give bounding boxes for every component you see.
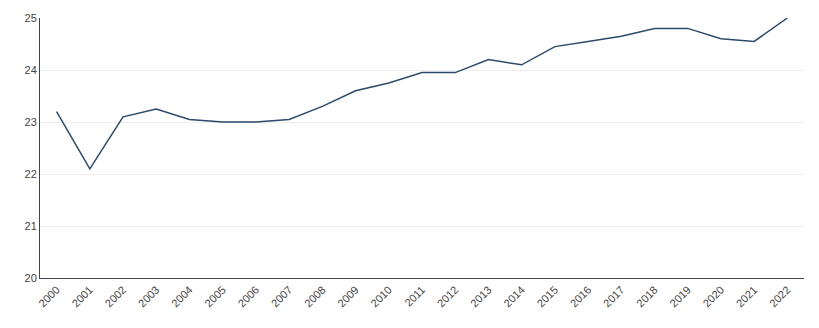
- svg-text:2019: 2019: [667, 284, 693, 310]
- svg-text:2021: 2021: [734, 284, 760, 310]
- svg-text:2004: 2004: [169, 284, 195, 310]
- svg-text:21: 21: [25, 220, 37, 232]
- svg-text:22: 22: [25, 168, 37, 180]
- svg-text:25: 25: [25, 12, 37, 24]
- svg-text:23: 23: [25, 116, 37, 128]
- svg-text:2013: 2013: [468, 284, 494, 310]
- svg-text:24: 24: [25, 64, 37, 76]
- svg-text:2020: 2020: [700, 284, 726, 310]
- svg-text:2015: 2015: [534, 284, 560, 310]
- svg-text:2016: 2016: [568, 284, 594, 310]
- svg-text:2000: 2000: [36, 284, 62, 310]
- svg-text:2001: 2001: [69, 284, 95, 310]
- svg-text:2010: 2010: [368, 284, 394, 310]
- svg-text:2014: 2014: [501, 284, 527, 310]
- svg-text:2022: 2022: [767, 284, 793, 310]
- svg-text:2003: 2003: [136, 284, 162, 310]
- svg-text:2005: 2005: [202, 284, 228, 310]
- svg-text:2011: 2011: [402, 284, 427, 309]
- svg-text:2002: 2002: [103, 284, 129, 310]
- svg-text:2018: 2018: [634, 284, 660, 310]
- svg-text:2007: 2007: [269, 284, 295, 310]
- svg-text:2006: 2006: [235, 284, 261, 310]
- svg-text:2012: 2012: [435, 284, 461, 310]
- svg-text:20: 20: [25, 272, 37, 284]
- svg-text:2008: 2008: [302, 284, 328, 310]
- svg-text:2009: 2009: [335, 284, 361, 310]
- svg-text:2017: 2017: [601, 284, 627, 310]
